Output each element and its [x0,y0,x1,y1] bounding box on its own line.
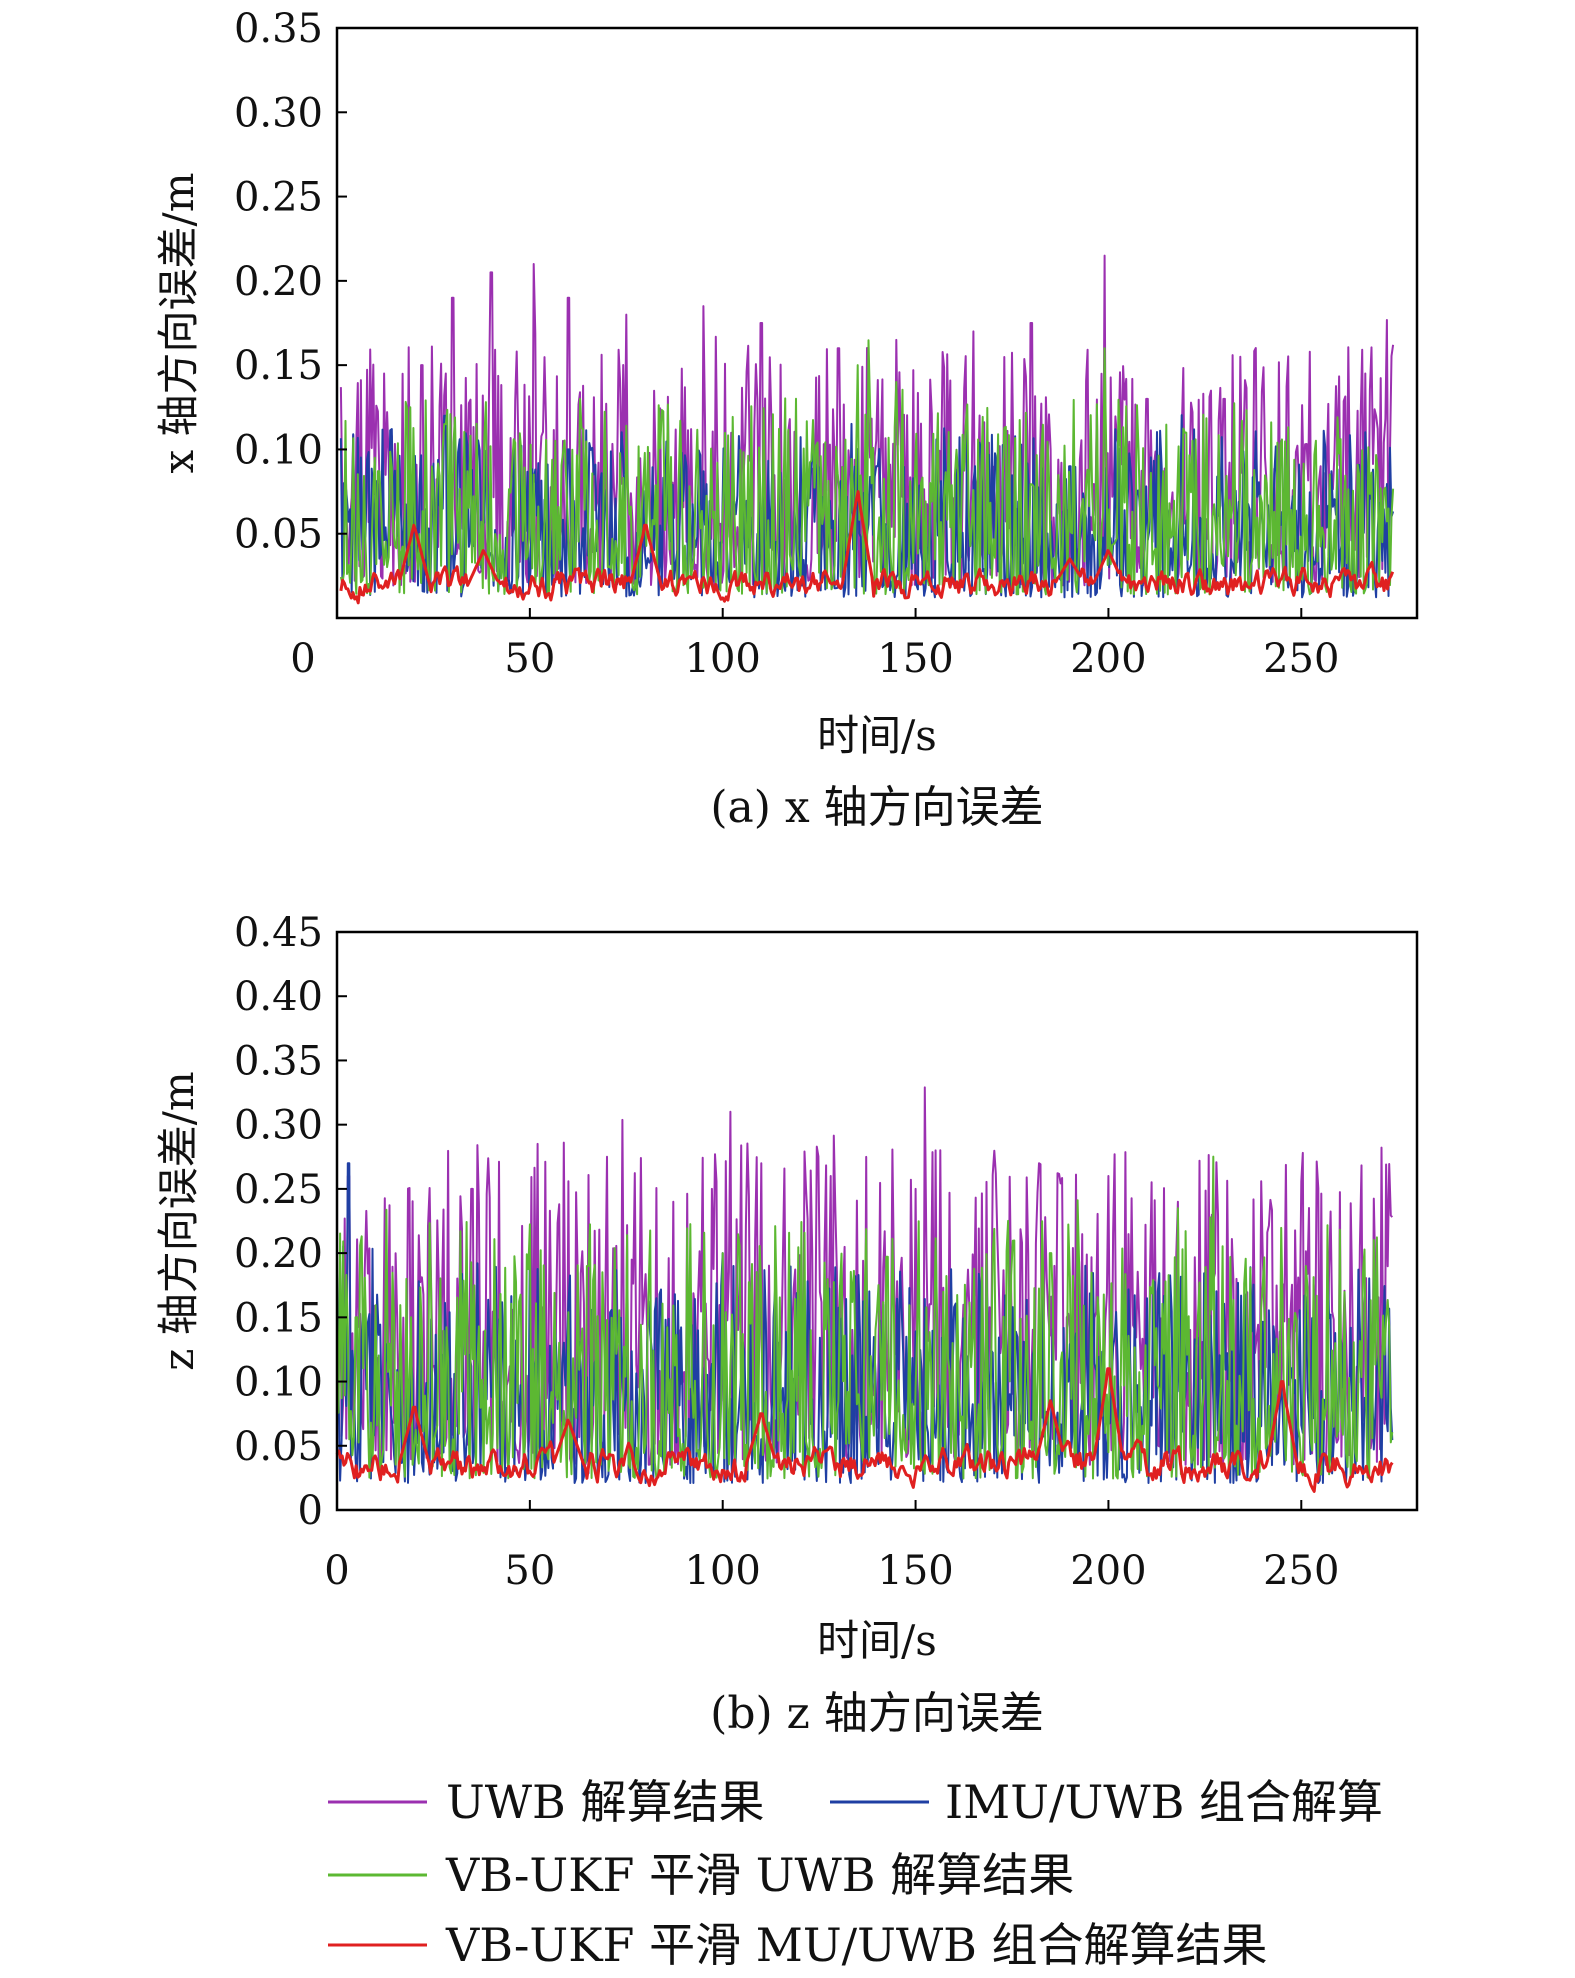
series-line-4 [335,1367,1394,1493]
x-tick-label: 250 [1263,636,1339,682]
y-tick-label: 0.15 [234,343,323,389]
y-tick-label: 0 [298,1488,323,1534]
x-axis-label: 时间/s [817,711,937,760]
series-layer [339,254,1395,605]
legend-label: VB-UKF 平滑 MU/UWB 组合解算结果 [445,1918,1268,1972]
y-tick-label: 0.25 [234,175,323,221]
x-tick-label: 0 [324,1548,349,1594]
x-tick-label: 50 [504,636,555,682]
y-tick-label: 0.45 [234,910,323,956]
x-axis-label: 时间/s [817,1616,937,1665]
chart-caption: (a) x 轴方向误差 [710,782,1043,833]
x-tick-label: 100 [685,1548,761,1594]
y-tick-label: 0.10 [234,1360,323,1406]
legend-label: UWB 解算结果 [446,1775,764,1829]
legend-label: VB-UKF 平滑 UWB 解算结果 [445,1848,1074,1902]
y-tick-label: 0.20 [234,1231,323,1277]
y-tick-label: 0.05 [234,512,323,558]
series-line-3 [336,1155,1394,1480]
x-tick-label: 200 [1070,1548,1146,1594]
x-tick-label: 50 [504,1548,555,1594]
plot-frame [335,930,1419,1512]
ticks-layer: 0 0.05 0.10 0.15 0.20 0.25 0.30 0.35 0.40 0.45 0 50… [234,910,1340,1594]
x-tick-label: 150 [877,1548,953,1594]
chart-caption: (b) z 轴方向误差 [710,1688,1044,1739]
x-tick-label: 250 [1263,1548,1339,1594]
y-tick-label: 0.35 [234,6,323,52]
x-tick-label: 100 [685,636,761,682]
y-axis-label: z 轴方向误差/m [154,1071,203,1370]
y-axis-label: x 轴方向误差/m [154,172,203,473]
y-tick-label: 0.40 [234,974,323,1020]
y-tick-label: 0.20 [234,259,323,305]
legend-entry-uwb: UWB 解算结果 [328,1775,764,1829]
chart-z-axis-error: 0 0.05 0.10 0.15 0.20 0.25 0.30 0.35 0.40 0.45 0 50… [154,910,1419,1739]
y-tick-label: 0.10 [234,427,323,473]
y-tick-label: 0.30 [234,90,323,136]
plot-frame [335,26,1419,620]
series-line-4 [339,490,1395,605]
y-tick-label: 0.30 [234,1103,323,1149]
ticks-layer: 0.05 0.10 0.15 0.20 0.25 0.30 0.35 0 50 100 150 200… [234,6,1340,682]
legend-entry-vbukf-uwb: VB-UKF 平滑 UWB 解算结果 [328,1848,1074,1902]
legend-label: IMU/UWB 组合解算 [945,1775,1383,1829]
legend-entry-vbukf-mu-uwb: VB-UKF 平滑 MU/UWB 组合解算结果 [328,1918,1268,1972]
y-tick-label: 0.05 [234,1424,323,1470]
legend: UWB 解算结果 IMU/UWB 组合解算 VB-UKF 平滑 UWB 解算结果… [328,1775,1383,1972]
x-tick-label: 150 [877,636,953,682]
series-layer [335,1086,1394,1493]
series-line-3 [339,339,1395,596]
y-tick-label: 0.35 [234,1038,323,1084]
y-tick-label: 0.15 [234,1295,323,1341]
x-tick-label: 200 [1070,636,1146,682]
y-tick-label: 0.25 [234,1167,323,1213]
legend-entry-imu-uwb: IMU/UWB 组合解算 [830,1775,1383,1829]
x-tick-label: 0 [290,636,315,682]
chart-x-axis-error: 0.05 0.10 0.15 0.20 0.25 0.30 0.35 0 50 100 150 200… [154,6,1419,833]
